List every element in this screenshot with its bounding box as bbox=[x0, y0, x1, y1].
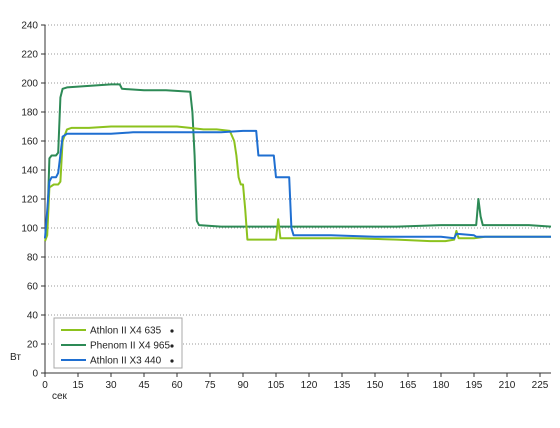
legend-dot bbox=[170, 344, 174, 348]
y-tick-label: 240 bbox=[21, 21, 38, 32]
x-tick-label: 15 bbox=[72, 380, 84, 391]
y-tick-label: 80 bbox=[27, 253, 39, 264]
legend-dot bbox=[170, 329, 174, 333]
x-tick-label: 120 bbox=[301, 380, 318, 391]
x-axis-label: сек bbox=[52, 391, 67, 402]
x-tick-label: 225 bbox=[532, 380, 549, 391]
legend-label: Athlon II X4 635 bbox=[90, 326, 162, 337]
x-tick-label: 45 bbox=[138, 380, 150, 391]
y-axis-label: Вт bbox=[10, 352, 21, 363]
x-tick-label: 90 bbox=[237, 380, 249, 391]
x-tick-label: 135 bbox=[334, 380, 351, 391]
y-tick-label: 60 bbox=[27, 282, 39, 293]
y-tick-label: 120 bbox=[21, 195, 38, 206]
y-tick-label: 180 bbox=[21, 108, 38, 119]
y-tick-label: 140 bbox=[21, 166, 38, 177]
y-tick-label: 0 bbox=[32, 369, 38, 380]
x-tick-label: 105 bbox=[268, 380, 285, 391]
x-tick-label: 150 bbox=[367, 380, 384, 391]
y-tick-label: 160 bbox=[21, 137, 38, 148]
y-tick-label: 100 bbox=[21, 224, 38, 235]
y-tick-label: 220 bbox=[21, 50, 38, 61]
legend-label: Athlon II X3 440 bbox=[90, 356, 162, 367]
legend-label: Phenom II X4 965 bbox=[90, 341, 170, 352]
x-tick-label: 180 bbox=[433, 380, 450, 391]
x-tick-label: 0 bbox=[42, 380, 48, 391]
series-line-3 bbox=[44, 129, 551, 240]
y-tick-label: 40 bbox=[27, 311, 39, 322]
x-tick-label: 195 bbox=[466, 380, 483, 391]
legend-dot bbox=[170, 359, 174, 363]
x-tick-label: 165 bbox=[400, 380, 417, 391]
y-tick-label: 20 bbox=[27, 340, 39, 351]
series-line-1 bbox=[44, 125, 551, 243]
series-line-2 bbox=[44, 83, 552, 239]
x-tick-label: 210 bbox=[499, 380, 516, 391]
x-tick-label: 60 bbox=[171, 380, 183, 391]
x-tick-label: 30 bbox=[105, 380, 117, 391]
x-tick-label: 75 bbox=[204, 380, 216, 391]
y-tick-label: 200 bbox=[21, 79, 38, 90]
